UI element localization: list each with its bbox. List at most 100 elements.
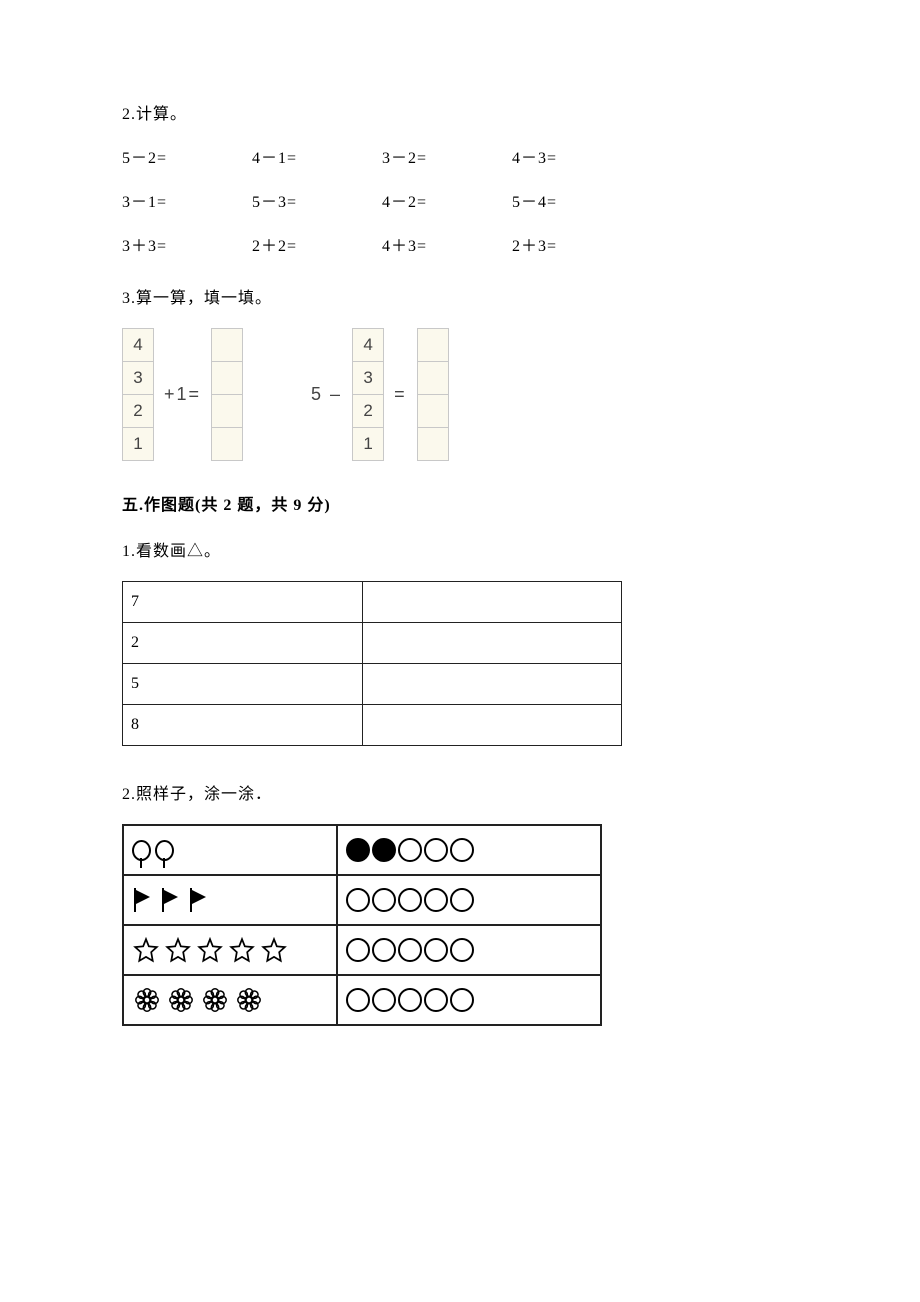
vcell: 2 <box>352 394 384 428</box>
empty-circle-icon <box>424 838 448 862</box>
calc-cell: 2＋3= <box>512 232 642 256</box>
vcell <box>211 328 243 362</box>
q3-right-op: = <box>392 384 409 405</box>
empty-circle-icon <box>450 838 474 862</box>
calc-cell: 4＋3= <box>382 232 512 256</box>
icon-cell <box>123 925 337 975</box>
vcell <box>211 361 243 395</box>
star-icon <box>260 936 288 964</box>
vcell: 4 <box>122 328 154 362</box>
vcell: 1 <box>352 427 384 461</box>
q3-right-input-col: 4 3 2 1 <box>352 328 384 461</box>
cell: 2 <box>123 623 363 664</box>
q3-left-op: +1= <box>162 384 203 405</box>
balloon-icon <box>155 840 174 861</box>
empty-circle-icon <box>450 938 474 962</box>
flower-icon <box>166 985 196 1015</box>
flag-icon <box>132 888 156 912</box>
empty-circle-icon <box>398 938 422 962</box>
empty-circle-icon <box>424 988 448 1012</box>
q3-left-input-col: 4 3 2 1 <box>122 328 154 461</box>
table-row <box>123 825 601 875</box>
table-row <box>123 975 601 1025</box>
balloon-icon <box>132 840 151 861</box>
vcell: 4 <box>352 328 384 362</box>
q5-1-label: 1.看数画△。 <box>122 537 798 561</box>
star-icon <box>132 936 160 964</box>
vcell: 2 <box>122 394 154 428</box>
flower-icon <box>234 985 264 1015</box>
vcell <box>211 394 243 428</box>
empty-circle-icon <box>398 888 422 912</box>
calc-cell: 4－2= <box>382 188 512 212</box>
page: 2.计算。 5－2= 4－1= 3－2= 4－3= 3－1= 5－3= 4－2=… <box>0 0 920 1140</box>
calc-cell: 3－1= <box>122 188 252 212</box>
calc-cell: 3＋3= <box>122 232 252 256</box>
vcell <box>211 427 243 461</box>
table-row: 7 <box>123 582 622 623</box>
vcell: 3 <box>122 361 154 395</box>
cell: 5 <box>123 664 363 705</box>
empty-circle-icon <box>424 888 448 912</box>
empty-circle-icon <box>398 988 422 1012</box>
q3-right-prefix: 5 – <box>309 384 344 405</box>
cell <box>363 623 622 664</box>
icon-cell <box>123 825 337 875</box>
flower-icon <box>200 985 230 1015</box>
q5-1-table: 7 2 5 8 <box>122 581 622 746</box>
cell <box>363 705 622 746</box>
calc-cell: 5－3= <box>252 188 382 212</box>
flag-icon <box>160 888 184 912</box>
q5-2-label: 2.照样子，涂一涂． <box>122 780 798 804</box>
q3-right-output-col <box>417 328 449 461</box>
cell <box>363 582 622 623</box>
calc-cell: 5－2= <box>122 144 252 168</box>
vcell <box>417 328 449 362</box>
vcell <box>417 427 449 461</box>
table-row: 2 <box>123 623 622 664</box>
empty-circle-icon <box>450 888 474 912</box>
circle-cell <box>337 925 602 975</box>
empty-circle-icon <box>398 838 422 862</box>
q3-left-output-col <box>211 328 243 461</box>
circle-cell <box>337 975 602 1025</box>
vcell <box>417 394 449 428</box>
flower-icon <box>132 985 162 1015</box>
vcell <box>417 361 449 395</box>
calc-cell: 4－3= <box>512 144 642 168</box>
vcell: 1 <box>122 427 154 461</box>
cell: 8 <box>123 705 363 746</box>
cell: 7 <box>123 582 363 623</box>
calc-cell: 3－2= <box>382 144 512 168</box>
filled-circle-icon <box>346 838 370 862</box>
star-icon <box>164 936 192 964</box>
empty-circle-icon <box>372 888 396 912</box>
q3-label: 3.算一算，填一填。 <box>122 284 798 308</box>
table-row: 5 <box>123 664 622 705</box>
star-icon <box>228 936 256 964</box>
calc-cell: 4－1= <box>252 144 382 168</box>
calc-cell: 5－4= <box>512 188 642 212</box>
table-row <box>123 925 601 975</box>
empty-circle-icon <box>450 988 474 1012</box>
empty-circle-icon <box>424 938 448 962</box>
calc-cell: 2＋2= <box>252 232 382 256</box>
table-row: 8 <box>123 705 622 746</box>
flag-icon <box>188 888 212 912</box>
section-5-title: 五.作图题(共 2 题，共 9 分) <box>122 491 798 515</box>
circle-cell <box>337 825 602 875</box>
empty-circle-icon <box>372 988 396 1012</box>
vcell: 3 <box>352 361 384 395</box>
table-row <box>123 875 601 925</box>
empty-circle-icon <box>346 888 370 912</box>
q2-label: 2.计算。 <box>122 100 798 124</box>
q5-2-table <box>122 824 602 1026</box>
q2-grid: 5－2= 4－1= 3－2= 4－3= 3－1= 5－3= 4－2= 5－4= … <box>122 144 642 256</box>
filled-circle-icon <box>372 838 396 862</box>
empty-circle-icon <box>346 988 370 1012</box>
icon-cell <box>123 975 337 1025</box>
cell <box>363 664 622 705</box>
q3-wrap: 4 3 2 1 +1= 5 – 4 3 2 1 = <box>122 328 798 461</box>
icon-cell <box>123 875 337 925</box>
empty-circle-icon <box>346 938 370 962</box>
